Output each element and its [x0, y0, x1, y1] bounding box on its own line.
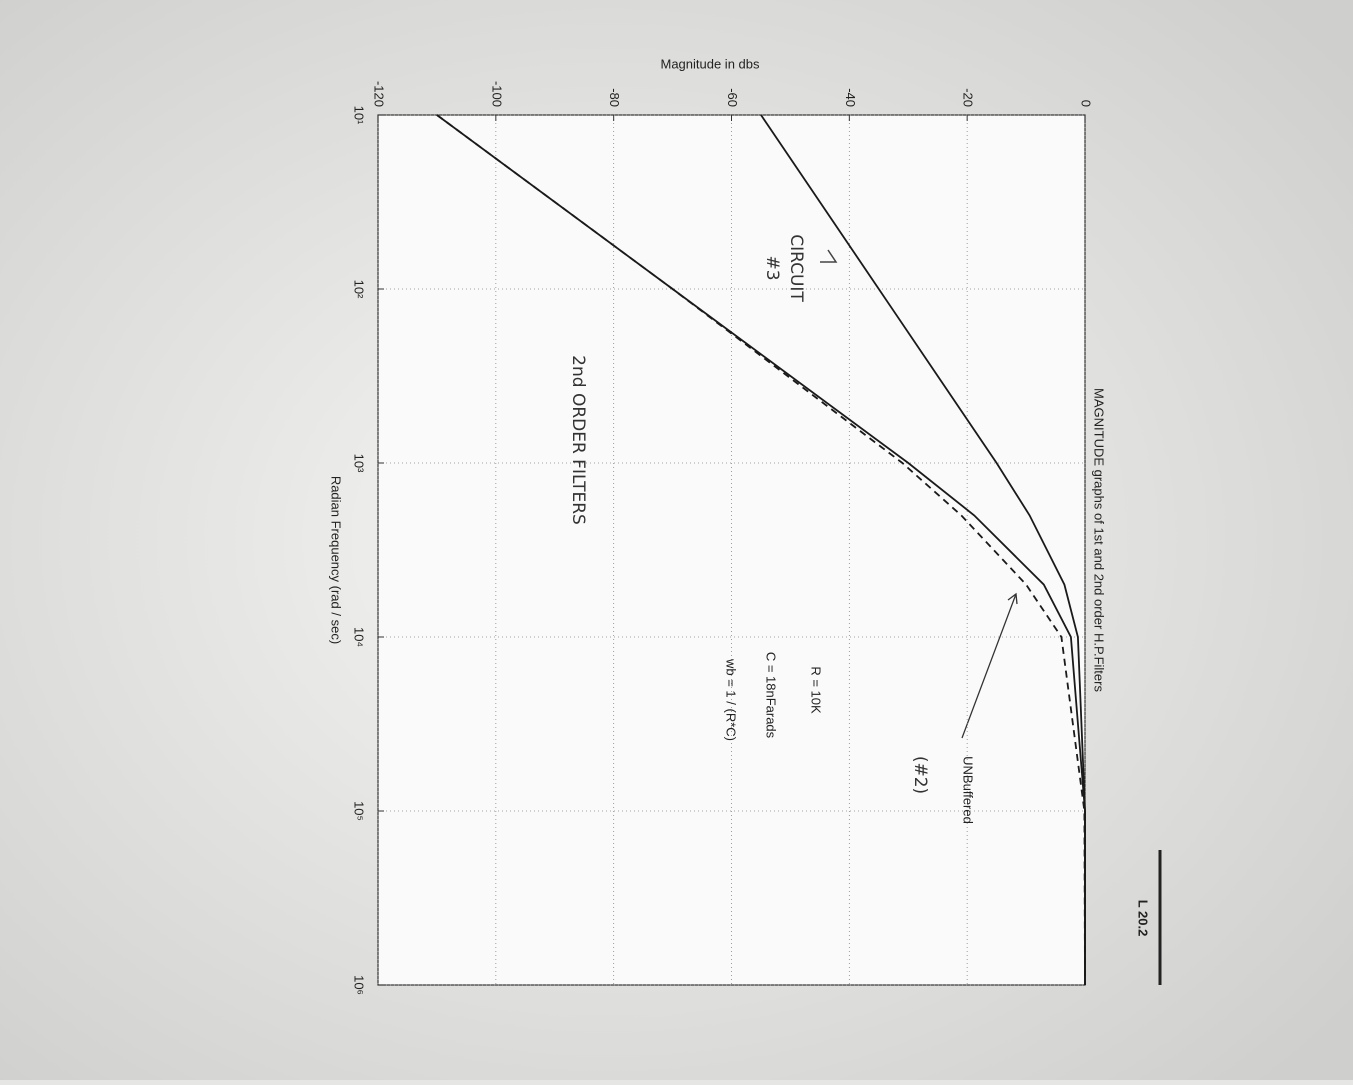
line-series: [760, 114, 1086, 985]
annotation: L 20.2: [1136, 900, 1151, 937]
y-tick-label: 0: [1079, 100, 1094, 107]
annotation: C = 18nFarads: [764, 652, 779, 739]
annotation-arrow: [961, 593, 1017, 739]
arrow-head: [1007, 592, 1018, 605]
y-tick-label: -60: [725, 88, 740, 107]
annotation: UNBuffered: [961, 756, 976, 824]
y-axis-label: Magnitude in dbs: [660, 56, 760, 71]
annotation: wb = 1 / (R*C): [724, 658, 739, 741]
x-tick-label: 10⁴: [352, 627, 367, 647]
annotation: #3: [762, 255, 782, 280]
line-series: [436, 114, 1086, 986]
annotation: 2nd ORDER FILTERS: [568, 355, 588, 525]
x-tick-label: 10⁶: [352, 975, 367, 995]
x-tick-label: 10⁵: [352, 801, 367, 821]
x-tick-label: 10²: [352, 280, 367, 299]
annotation: R = 10K: [809, 666, 824, 714]
y-tick-label: -120: [372, 81, 387, 107]
x-axis-label: Radian Frequency (rad / sec): [329, 476, 344, 644]
handwritten-arrow: [820, 249, 838, 263]
y-tick-label: -20: [961, 88, 976, 107]
x-tick-label: 10¹: [352, 106, 367, 125]
y-tick-label: -40: [843, 88, 858, 107]
y-tick-label: -100: [489, 81, 504, 107]
plot-area: [377, 114, 1086, 986]
annotation: CIRCUIT: [786, 234, 806, 302]
y-tick-label: -80: [607, 88, 622, 107]
x-tick-label: 10³: [352, 454, 367, 473]
chart-title: MAGNITUDE graphs of 1st and 2nd order H.…: [1092, 388, 1107, 692]
annotation: (#2): [910, 756, 930, 794]
